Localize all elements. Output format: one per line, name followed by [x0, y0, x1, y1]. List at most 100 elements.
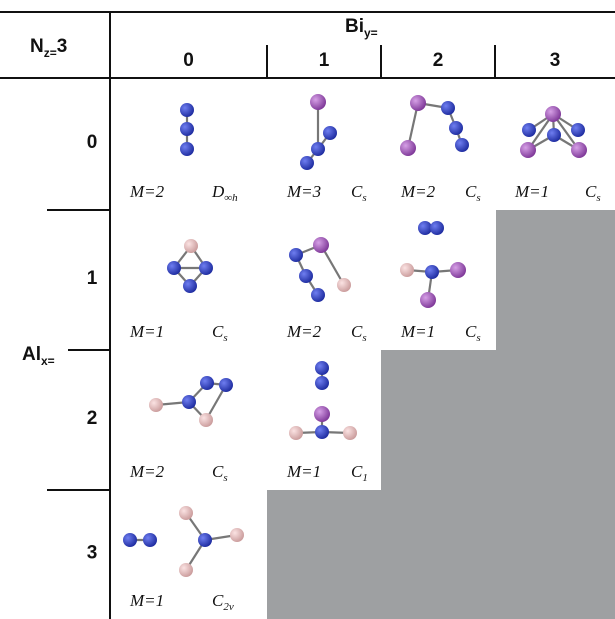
multiplicity: M=1 — [514, 182, 549, 201]
point-group: D∞h — [211, 182, 238, 204]
group-subscript: s — [223, 472, 227, 484]
atom — [180, 142, 194, 156]
atom — [400, 263, 414, 277]
atom — [179, 563, 193, 577]
atom — [180, 122, 194, 136]
atom — [314, 406, 330, 422]
column-subscript: y= — [364, 26, 378, 40]
point-group: C2v — [212, 591, 234, 613]
atom — [425, 265, 439, 279]
multiplicity: M=1 — [129, 322, 164, 341]
column-header: Biy= — [345, 16, 378, 40]
group-subscript: 1 — [362, 472, 368, 484]
group-symbol: C — [351, 462, 363, 481]
corner-suffix: 3 — [57, 36, 68, 57]
group-subscript: s — [476, 192, 480, 204]
atom — [315, 425, 329, 439]
multiplicity: M=2 — [129, 182, 165, 201]
atom — [455, 138, 469, 152]
group-subscript: ∞h — [224, 192, 238, 204]
column-label: 2 — [433, 50, 444, 71]
atom — [167, 261, 181, 275]
atom — [310, 94, 326, 110]
multiplicity: M=1 — [129, 591, 164, 610]
row-label: 1 — [87, 268, 98, 289]
structure-table: Nz=3 Biy= Alx= 0 1 2 3 0 1 2 3 M=2 D∞h M=3 Cs M=2 Cs M… — [0, 0, 615, 619]
multiplicity: M=2 — [129, 462, 165, 481]
atom — [219, 378, 233, 392]
atom — [198, 533, 212, 547]
atom — [430, 221, 444, 235]
group-symbol: C — [351, 182, 363, 201]
atom — [450, 262, 466, 278]
atom — [441, 101, 455, 115]
multiplicity: M=3 — [286, 182, 321, 201]
row-label: 0 — [87, 132, 98, 153]
molecule — [289, 237, 351, 302]
atom — [182, 395, 196, 409]
atom — [311, 288, 325, 302]
molecule — [123, 506, 244, 577]
molecule — [167, 239, 213, 293]
row-symbol: Al — [22, 344, 41, 365]
column-label: 1 — [319, 50, 330, 71]
group-subscript: s — [476, 332, 480, 344]
row-header: Alx= — [22, 344, 55, 368]
point-group: Cs — [465, 182, 481, 204]
column-label: 0 — [183, 50, 194, 71]
row-label: 3 — [87, 543, 98, 564]
corner-symbol: N — [30, 36, 44, 57]
atom — [149, 398, 163, 412]
group-symbol: D — [211, 182, 225, 201]
atom — [300, 156, 314, 170]
molecule — [400, 95, 469, 156]
atom — [400, 140, 416, 156]
atom — [184, 239, 198, 253]
atom — [343, 426, 357, 440]
atom — [179, 506, 193, 520]
group-symbol: C — [465, 322, 477, 341]
multiplicity: M=1 — [400, 322, 435, 341]
atom — [311, 142, 325, 156]
atom — [230, 528, 244, 542]
row-label: 2 — [87, 408, 98, 429]
molecule — [180, 103, 194, 156]
atom — [418, 221, 432, 235]
corner-label: Nz=3 — [30, 36, 67, 60]
atom — [199, 413, 213, 427]
atom — [315, 376, 329, 390]
atom — [289, 248, 303, 262]
group-subscript: s — [362, 192, 366, 204]
point-group: Cs — [212, 322, 228, 344]
point-group: Cs — [465, 322, 481, 344]
atom — [547, 128, 561, 142]
corner-subscript: z= — [44, 46, 57, 60]
group-symbol: C — [212, 462, 224, 481]
point-group: Cs — [212, 462, 228, 484]
point-group: C1 — [351, 462, 368, 484]
atom — [143, 533, 157, 547]
multiplicity: M=2 — [400, 182, 436, 201]
atom — [545, 106, 561, 122]
atom — [522, 123, 536, 137]
atom — [520, 142, 536, 158]
group-symbol: C — [465, 182, 477, 201]
point-group: Cs — [351, 182, 367, 204]
atom — [571, 123, 585, 137]
atom — [337, 278, 351, 292]
atom — [323, 126, 337, 140]
group-subscript: s — [362, 332, 366, 344]
point-group: Cs — [351, 322, 367, 344]
molecule — [520, 106, 587, 158]
group-symbol: C — [212, 591, 224, 610]
atom — [299, 269, 313, 283]
column-symbol: Bi — [345, 16, 364, 37]
group-subscript: s — [596, 192, 600, 204]
molecule — [300, 94, 337, 170]
atom — [449, 121, 463, 135]
molecule — [289, 361, 357, 440]
molecule — [149, 376, 233, 427]
atom — [420, 292, 436, 308]
group-symbol: C — [212, 322, 224, 341]
atom — [199, 261, 213, 275]
